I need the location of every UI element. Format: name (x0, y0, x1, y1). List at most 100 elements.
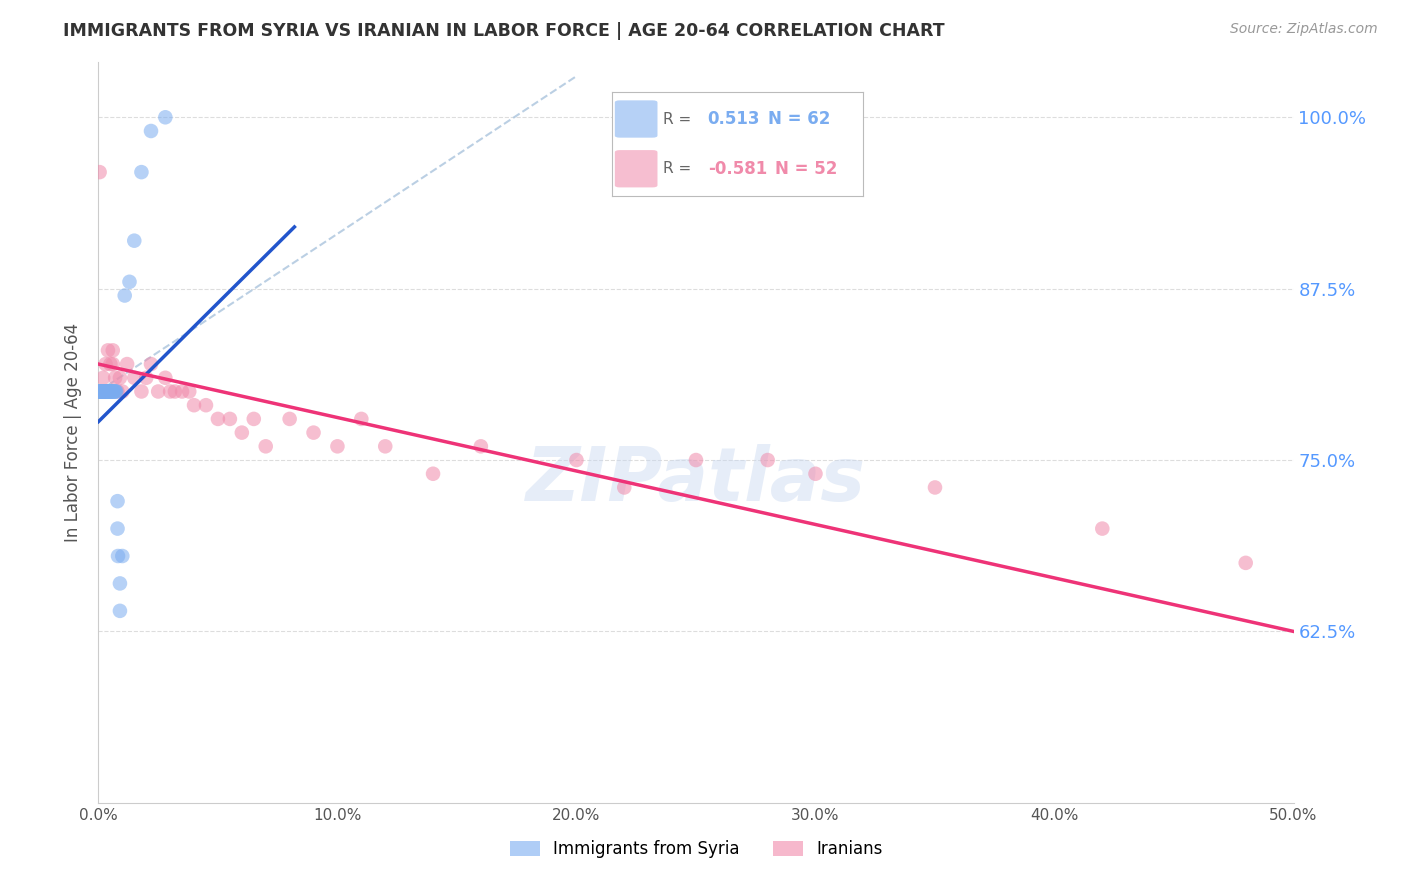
Point (804, 467, 827, 481)
Point (100, 384, 122, 399)
Point (94, 357, 117, 371)
Point (124, 371, 146, 385)
Point (90, 384, 112, 399)
Point (131, 165, 153, 179)
Point (94, 384, 117, 399)
Point (183, 398, 205, 412)
Point (139, 124, 162, 138)
Point (96, 384, 118, 399)
Point (97, 384, 120, 399)
Point (94, 384, 117, 399)
Point (243, 412, 266, 426)
Point (254, 439, 277, 453)
Point (613, 480, 636, 494)
Point (105, 384, 128, 399)
Point (924, 480, 946, 494)
Point (97, 384, 120, 399)
Point (470, 439, 492, 453)
Point (107, 522, 129, 536)
Point (91, 384, 114, 399)
Point (124, 234, 146, 248)
Point (98, 384, 121, 399)
Text: Source: ZipAtlas.com: Source: ZipAtlas.com (1230, 22, 1378, 37)
Point (93, 384, 115, 399)
Point (97, 384, 120, 399)
Point (139, 357, 162, 371)
Point (98, 384, 122, 399)
Point (98, 384, 121, 399)
Point (108, 576, 131, 591)
Point (91, 384, 114, 399)
Point (422, 467, 444, 481)
Point (90, 384, 112, 399)
Point (219, 412, 242, 426)
Point (111, 384, 134, 399)
Point (94, 384, 117, 399)
Point (97, 384, 120, 399)
Point (90, 384, 112, 399)
Point (207, 412, 229, 426)
Point (89, 384, 111, 399)
Point (135, 371, 157, 385)
Point (104, 384, 127, 399)
Point (131, 384, 153, 399)
Point (104, 384, 127, 399)
Point (94, 384, 117, 399)
Point (1091, 522, 1114, 536)
Point (100, 384, 122, 399)
Legend: Immigrants from Syria, Iranians: Immigrants from Syria, Iranians (503, 833, 889, 865)
Point (90, 384, 112, 399)
Point (101, 343, 124, 358)
Point (278, 412, 301, 426)
Point (91, 384, 114, 399)
Point (103, 384, 125, 399)
Point (101, 384, 124, 399)
Point (91, 371, 114, 385)
Point (101, 384, 124, 399)
Point (685, 453, 707, 467)
Point (91, 384, 114, 399)
Point (159, 384, 181, 399)
Point (93, 384, 115, 399)
Point (96, 384, 118, 399)
Point (115, 357, 138, 371)
Point (155, 110, 177, 124)
Point (97, 343, 120, 358)
Point (96, 384, 118, 399)
Point (90, 384, 112, 399)
Point (93, 384, 115, 399)
Point (107, 494, 129, 508)
Point (163, 384, 186, 399)
Point (91, 384, 114, 399)
Point (155, 371, 177, 385)
Point (93, 384, 115, 399)
Point (756, 453, 779, 467)
Point (374, 439, 396, 453)
Point (107, 384, 129, 399)
Point (148, 384, 170, 399)
Point (108, 604, 131, 618)
Point (93, 384, 115, 399)
Point (91, 384, 114, 399)
Point (565, 453, 588, 467)
Point (89, 384, 111, 399)
Point (98, 357, 122, 371)
Point (350, 412, 373, 426)
Point (111, 549, 134, 563)
Point (1234, 556, 1257, 570)
Text: IMMIGRANTS FROM SYRIA VS IRANIAN IN LABOR FORCE | AGE 20-64 CORRELATION CHART: IMMIGRANTS FROM SYRIA VS IRANIAN IN LABO… (63, 22, 945, 40)
Point (103, 384, 125, 399)
Point (195, 398, 218, 412)
Point (104, 371, 127, 385)
Point (98, 384, 122, 399)
Text: ZIPatlas: ZIPatlas (526, 444, 866, 517)
Point (90, 384, 112, 399)
Point (90, 384, 112, 399)
Point (114, 288, 136, 302)
Y-axis label: In Labor Force | Age 20-64: In Labor Force | Age 20-64 (65, 323, 83, 542)
Point (97, 384, 120, 399)
Point (94, 384, 117, 399)
Point (179, 384, 201, 399)
Point (91, 384, 114, 399)
Point (231, 425, 253, 440)
